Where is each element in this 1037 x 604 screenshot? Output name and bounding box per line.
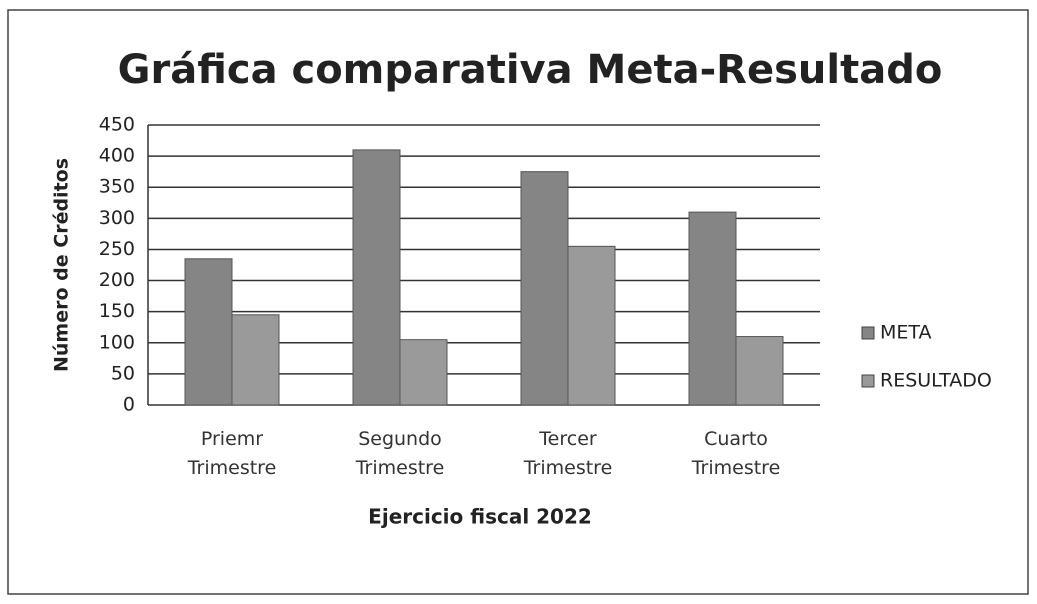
y-tick-label: 150	[99, 300, 135, 322]
x-tick-label: Cuarto Trimestre	[691, 428, 781, 479]
legend-swatch	[861, 374, 875, 388]
bar	[735, 336, 784, 406]
y-tick-label: 250	[99, 238, 135, 260]
chart-title: Gráfica comparativa Meta-Resultado	[118, 47, 943, 93]
y-axis-title: Número de Créditos	[51, 158, 73, 372]
y-tick-label: 400	[99, 145, 135, 167]
x-axis-title: Ejercicio fiscal 2022	[368, 505, 592, 529]
y-tick-label: 50	[111, 362, 135, 384]
bar	[399, 339, 448, 406]
bar	[567, 245, 616, 406]
legend-label: META	[880, 322, 932, 344]
x-tick-label: Priemr Trimestre	[187, 428, 277, 479]
y-tick-label: 350	[99, 176, 135, 198]
y-tick-label: 0	[123, 394, 135, 416]
bar	[520, 171, 569, 406]
legend-label: RESULTADO	[880, 370, 992, 392]
x-tick-label: Segundo Trimestre	[355, 428, 445, 479]
legend-swatch	[861, 326, 875, 340]
y-tick-label: 450	[99, 114, 135, 136]
bar	[688, 211, 737, 406]
x-tick-label: Tercer Trimestre	[523, 428, 613, 479]
bar	[352, 149, 401, 406]
y-tick-label: 300	[99, 207, 135, 229]
y-tick-label: 200	[99, 269, 135, 291]
bar	[231, 314, 280, 406]
bar	[184, 258, 233, 406]
chart-frame	[7, 9, 1029, 595]
y-tick-label: 100	[99, 331, 135, 353]
